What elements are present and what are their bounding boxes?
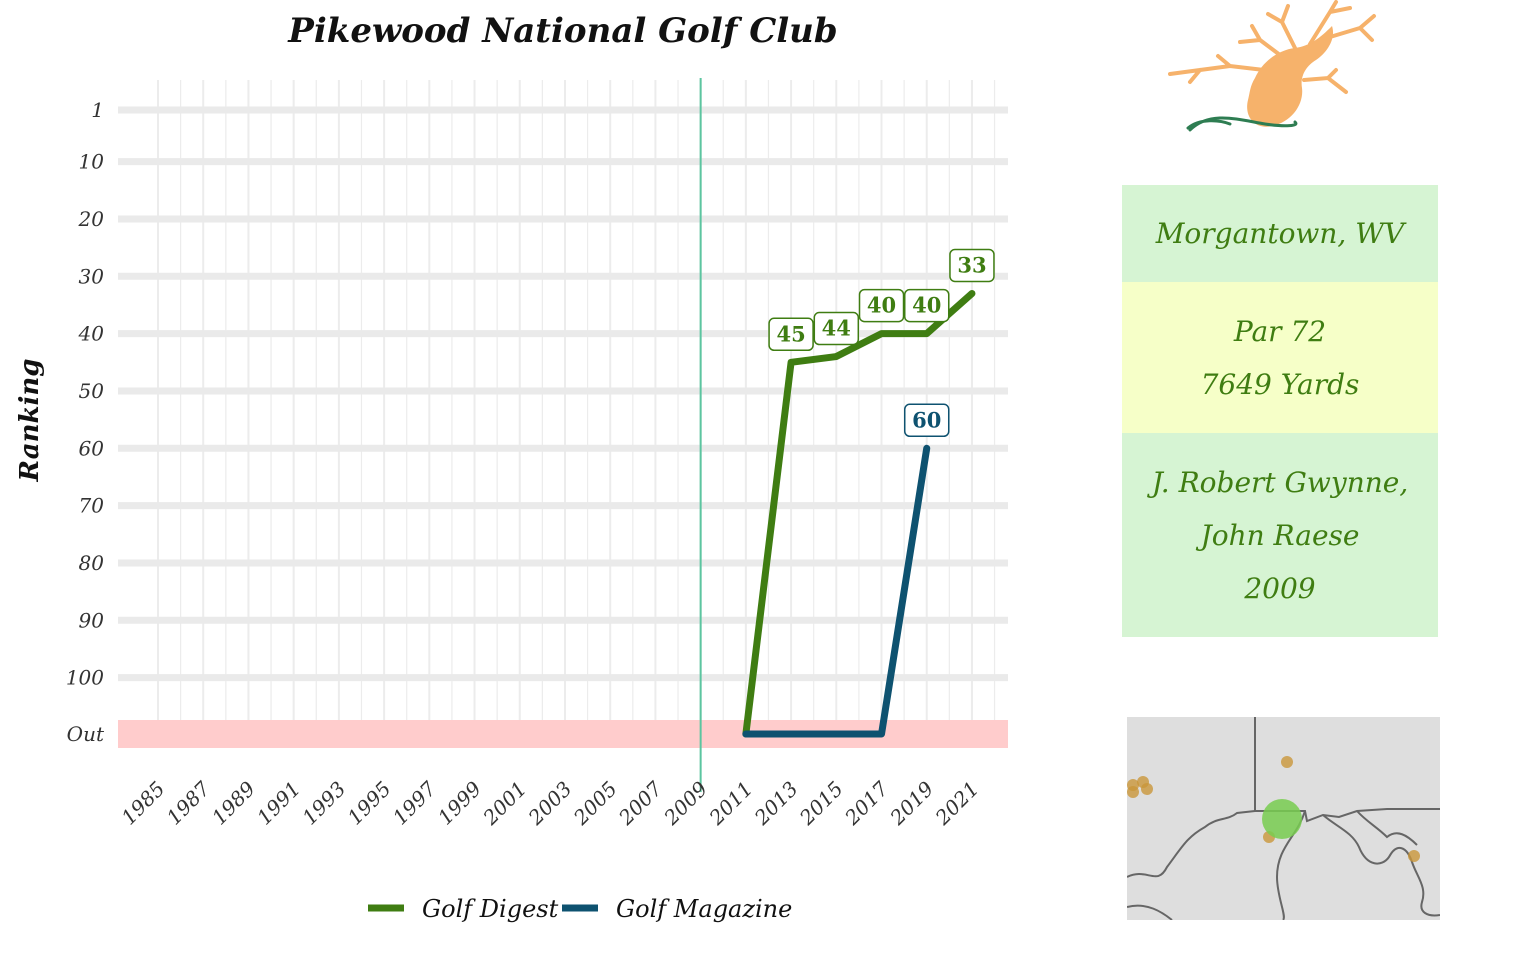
opening-year-text: 2009 (1244, 571, 1316, 605)
y-tick-label: 70 (79, 494, 105, 518)
architects-box: J. Robert Gwynne, John Raese 2009 (1122, 433, 1438, 637)
y-tick-label: 30 (79, 264, 105, 288)
yards-text: 7649 Yards (1200, 367, 1360, 401)
chart-title: Pikewood National Golf Club (287, 11, 837, 51)
location-box: Morgantown, WV (1122, 185, 1438, 282)
series-line-0 (742, 289, 976, 738)
par-text: Par 72 (1233, 314, 1327, 348)
x-tick-label: 2009 (659, 776, 713, 830)
svg-text:33: 33 (957, 252, 986, 277)
y-tick-label: 40 (78, 322, 105, 346)
x-tick-label: 2021 (930, 777, 984, 831)
y-tick-label: Out (67, 722, 105, 746)
x-tick-label: 1997 (388, 776, 441, 829)
y-tick-label: 60 (79, 436, 105, 460)
y-axis-label: Ranking (15, 359, 45, 483)
data-labels: 45 44 40 40 33 60 (768, 248, 995, 438)
x-tick-label: 2003 (523, 777, 577, 831)
y-tick-label: 100 (66, 666, 104, 690)
architect-text-2: John Raese (1200, 518, 1360, 552)
data-label: 33 (949, 248, 995, 283)
y-tick-label: 20 (78, 207, 105, 231)
svg-text:40: 40 (867, 293, 896, 318)
x-tick-label: 1989 (207, 776, 260, 829)
svg-text:45: 45 (776, 321, 805, 346)
data-label: 40 (903, 288, 950, 323)
pikewood-tree-logo-icon (1168, 0, 1376, 132)
y-tick-label: 50 (79, 379, 105, 403)
y-tick-label: 1 (91, 98, 104, 122)
data-label: 44 (813, 311, 860, 346)
x-tick-label: 2011 (704, 777, 758, 831)
x-tick-label: 1995 (343, 777, 396, 830)
x-tick-label: 2005 (568, 777, 622, 831)
series-line-1 (742, 444, 931, 738)
svg-text:60: 60 (912, 407, 941, 432)
x-tick-label: 1993 (297, 777, 350, 830)
x-axis-ticks: 1985198719891991199319951997199920012003… (117, 776, 984, 830)
x-tick-label: 1985 (117, 777, 170, 830)
legend-label-golf-magazine: Golf Magazine (616, 895, 792, 923)
x-tick-label: 2015 (794, 777, 848, 831)
data-label: 45 (768, 317, 814, 352)
region-locator-map-icon (1127, 717, 1440, 920)
series-lines (742, 289, 976, 738)
svg-text:40: 40 (912, 293, 941, 318)
x-tick-label: 2001 (478, 777, 532, 831)
course-specs-box: Par 72 7649 Yards (1122, 282, 1438, 433)
data-label: 60 (903, 403, 950, 438)
architect-text-1: J. Robert Gwynne, (1151, 465, 1409, 499)
x-tick-label: 2007 (613, 776, 667, 830)
y-axis-ticks: 1 10 20 30 40 50 60 70 80 90 100 Out (66, 98, 105, 746)
y-tick-label: 10 (79, 150, 105, 174)
data-label: 40 (858, 288, 905, 323)
x-tick-label: 2019 (885, 776, 939, 830)
y-tick-label: 90 (79, 608, 105, 632)
legend: Golf Digest Golf Magazine (368, 895, 792, 923)
svg-text:44: 44 (822, 316, 851, 341)
location-text: Morgantown, WV (1155, 217, 1405, 250)
x-tick-label: 2013 (749, 777, 803, 831)
y-tick-label: 80 (79, 551, 105, 575)
map-course-marker (1262, 799, 1302, 839)
x-tick-label: 1991 (252, 777, 305, 830)
legend-label-golf-digest: Golf Digest (422, 895, 559, 923)
x-tick-label: 1987 (162, 776, 215, 829)
ranking-chart: Pikewood National Golf Club 1 10 20 30 40 50 6… (15, 11, 1008, 923)
x-tick-label: 1999 (433, 776, 486, 829)
map-other-course-markers (1127, 756, 1420, 862)
grid (118, 80, 1008, 748)
x-tick-label: 2017 (839, 776, 893, 830)
